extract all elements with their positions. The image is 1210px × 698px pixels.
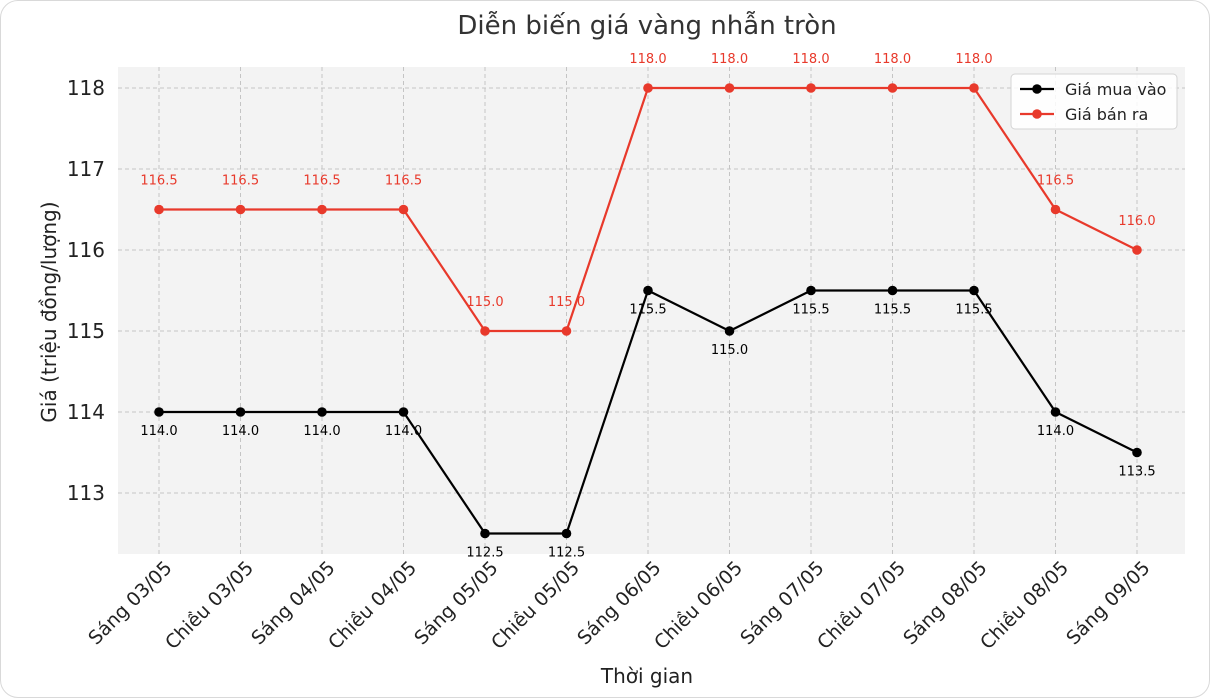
data-label: 118.0: [629, 52, 666, 67]
plot-area: [118, 67, 1185, 554]
y-tick-label: 117: [67, 157, 105, 181]
data-label: 118.0: [711, 52, 748, 67]
data-label: 118.0: [792, 52, 829, 67]
data-point: [561, 326, 572, 336]
legend-box: [1010, 73, 1178, 130]
data-label: 115.0: [466, 295, 503, 310]
data-label: 113.5: [1118, 465, 1155, 480]
legend-label: Giá mua vào: [1065, 80, 1166, 99]
legend-label: Giá bán ra: [1065, 105, 1148, 124]
data-label: 116.5: [303, 174, 340, 189]
y-tick-label: 114: [67, 400, 105, 424]
data-label: 114.0: [222, 424, 259, 439]
data-point: [887, 83, 898, 93]
y-tick-label: 118: [67, 76, 105, 100]
data-point: [235, 407, 246, 417]
data-label: 116.5: [222, 174, 259, 189]
data-point: [398, 407, 409, 417]
data-point: [806, 285, 816, 296]
data-label: 115.5: [874, 303, 911, 318]
data-label: 115.0: [548, 295, 585, 310]
data-label: 112.5: [548, 546, 585, 561]
legend-marker: [1032, 109, 1042, 119]
data-label: 118.0: [955, 52, 992, 67]
data-label: 114.0: [385, 424, 422, 439]
data-label: 112.5: [466, 546, 503, 561]
data-label: 115.5: [629, 303, 666, 318]
x-tick-label: Sáng 09/05: [1062, 557, 1154, 649]
data-label: 118.0: [874, 52, 911, 67]
data-point: [317, 407, 327, 417]
data-point: [1132, 447, 1142, 458]
data-point: [398, 204, 409, 215]
legend-marker: [1032, 84, 1042, 94]
data-point: [969, 285, 979, 296]
y-tick-label: 113: [67, 481, 105, 505]
data-label: 116.0: [1118, 214, 1155, 229]
data-point: [480, 326, 490, 336]
legend: Giá mua vào Giá bán ra: [1010, 73, 1178, 130]
data-label: 115.5: [792, 303, 829, 318]
data-point: [643, 285, 653, 296]
data-point: [235, 204, 246, 215]
data-point: [154, 204, 164, 215]
data-point: [1050, 204, 1061, 215]
data-labels: 114.0 114.0 114.0 114.0 112.5 112.5 115.5 115.0…: [140, 52, 1155, 561]
data-point: [724, 326, 735, 336]
data-point: [806, 83, 816, 93]
x-tick-label: Chiều 07/05: [813, 557, 910, 654]
x-tick-label: Chiều 04/05: [324, 557, 421, 654]
chart-title: Diễn biến giá vàng nhẫn tròn: [457, 10, 836, 41]
data-point: [887, 285, 898, 296]
data-point: [1050, 407, 1061, 417]
data-point: [154, 407, 164, 417]
x-tick-label: Chiều 08/05: [976, 557, 1073, 654]
data-label: 114.0: [140, 424, 177, 439]
data-point: [643, 83, 653, 93]
y-axis-label: Giá (triệu đồng/lượng): [37, 201, 61, 422]
data-point: [317, 204, 327, 215]
data-label: 116.5: [385, 174, 422, 189]
series-layer: [154, 83, 1142, 539]
data-label: 116.5: [140, 174, 177, 189]
x-tick-label: Chiều 05/05: [487, 557, 584, 654]
y-tick-label: 116: [67, 238, 105, 262]
data-label: 116.5: [1037, 174, 1074, 189]
data-point: [969, 83, 979, 93]
data-point: [724, 83, 735, 93]
data-point: [480, 528, 490, 539]
data-point: [1132, 245, 1142, 255]
x-tick-label: Chiều 06/05: [650, 557, 747, 654]
data-label: 115.0: [711, 343, 748, 358]
x-axis-label: Thời gian: [600, 664, 693, 688]
x-tick-label: Chiều 03/05: [161, 557, 258, 654]
data-label: 115.5: [955, 303, 992, 318]
data-label: 114.0: [1037, 424, 1074, 439]
data-label: 114.0: [303, 424, 340, 439]
y-tick-label: 115: [67, 319, 105, 343]
data-point: [561, 528, 572, 539]
y-axis-ticks: 113 114 115 116 117 118: [67, 76, 105, 505]
